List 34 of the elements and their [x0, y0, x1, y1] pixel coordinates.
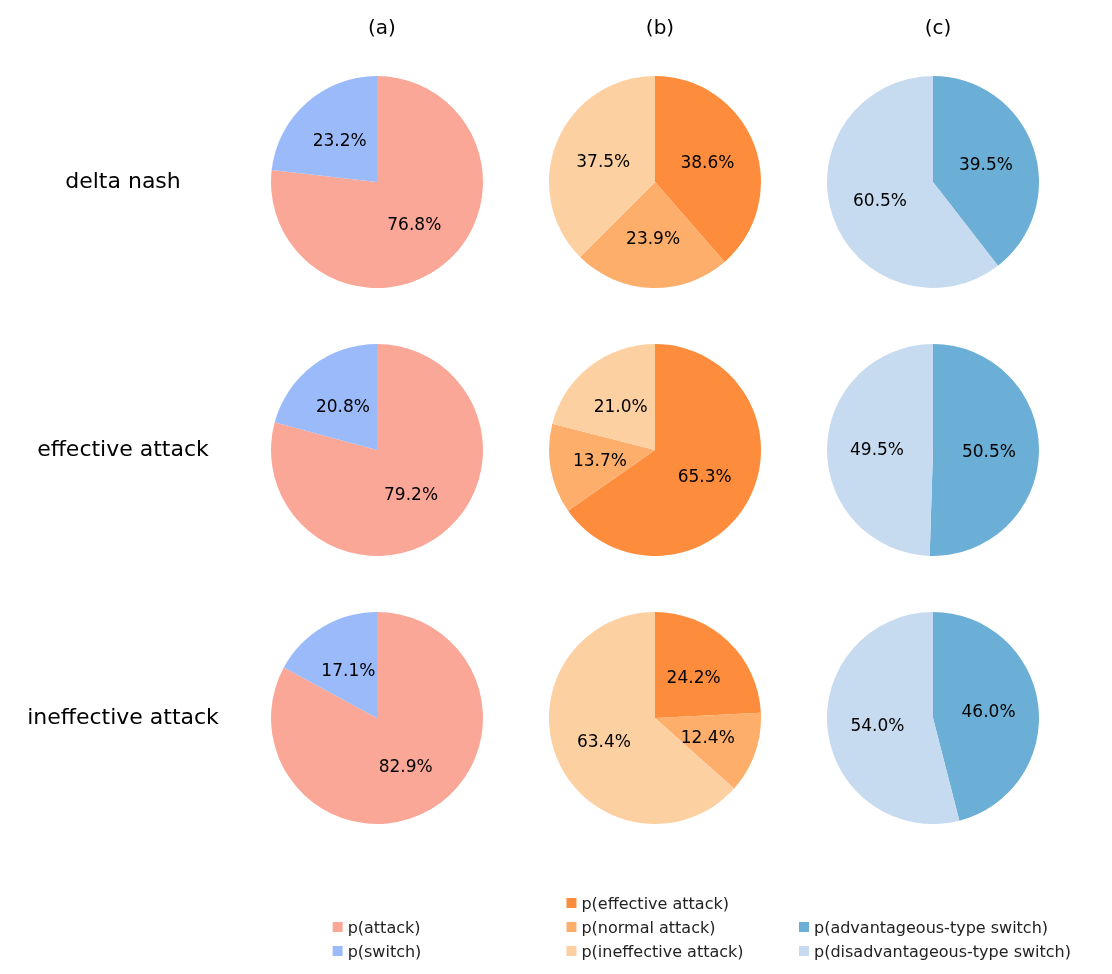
data-label: 79.2% [384, 484, 439, 505]
legend-label: p(disadvantageous-type switch) [814, 941, 1071, 961]
data-label: 24.2% [666, 667, 721, 688]
data-label: 21.0% [593, 395, 648, 416]
data-label: 13.7% [572, 449, 627, 470]
slice-label: ineffective attack [26, 704, 220, 729]
data-label: 20.8% [315, 395, 370, 416]
chart-title: (c) [924, 15, 952, 39]
data-label: 39.5% [958, 153, 1013, 174]
data-label: 23.2% [312, 130, 367, 151]
legend-label: p(attack) [347, 917, 421, 937]
data-label: 17.1% [321, 659, 376, 680]
data-label: 49.5% [850, 439, 905, 460]
data-label: 76.8% [387, 213, 442, 234]
data-label: 46.0% [961, 700, 1016, 721]
legend-label: p(normal attack) [581, 917, 716, 937]
data-label: 50.5% [961, 440, 1016, 461]
data-label: 60.5% [853, 190, 908, 211]
chart-title: (a) [368, 15, 396, 39]
slice-label: effective attack [36, 436, 210, 461]
data-label: 23.9% [626, 227, 681, 248]
chart-title: (b) [645, 15, 675, 39]
legend-label: p(advantageous-type switch) [814, 917, 1049, 937]
data-label: 37.5% [576, 150, 631, 171]
data-label: 65.3% [677, 465, 732, 486]
data-label: 82.9% [378, 756, 433, 777]
data-label: 38.6% [680, 152, 735, 173]
legend-label: p(ineffective attack) [581, 941, 744, 961]
legend-label: p(switch) [347, 941, 422, 961]
data-label: 54.0% [850, 715, 905, 736]
slice-label: delta nash [64, 168, 182, 193]
data-label: 12.4% [680, 726, 735, 747]
data-label: 63.4% [576, 730, 631, 751]
legend-label: p(effective attack) [581, 893, 729, 913]
